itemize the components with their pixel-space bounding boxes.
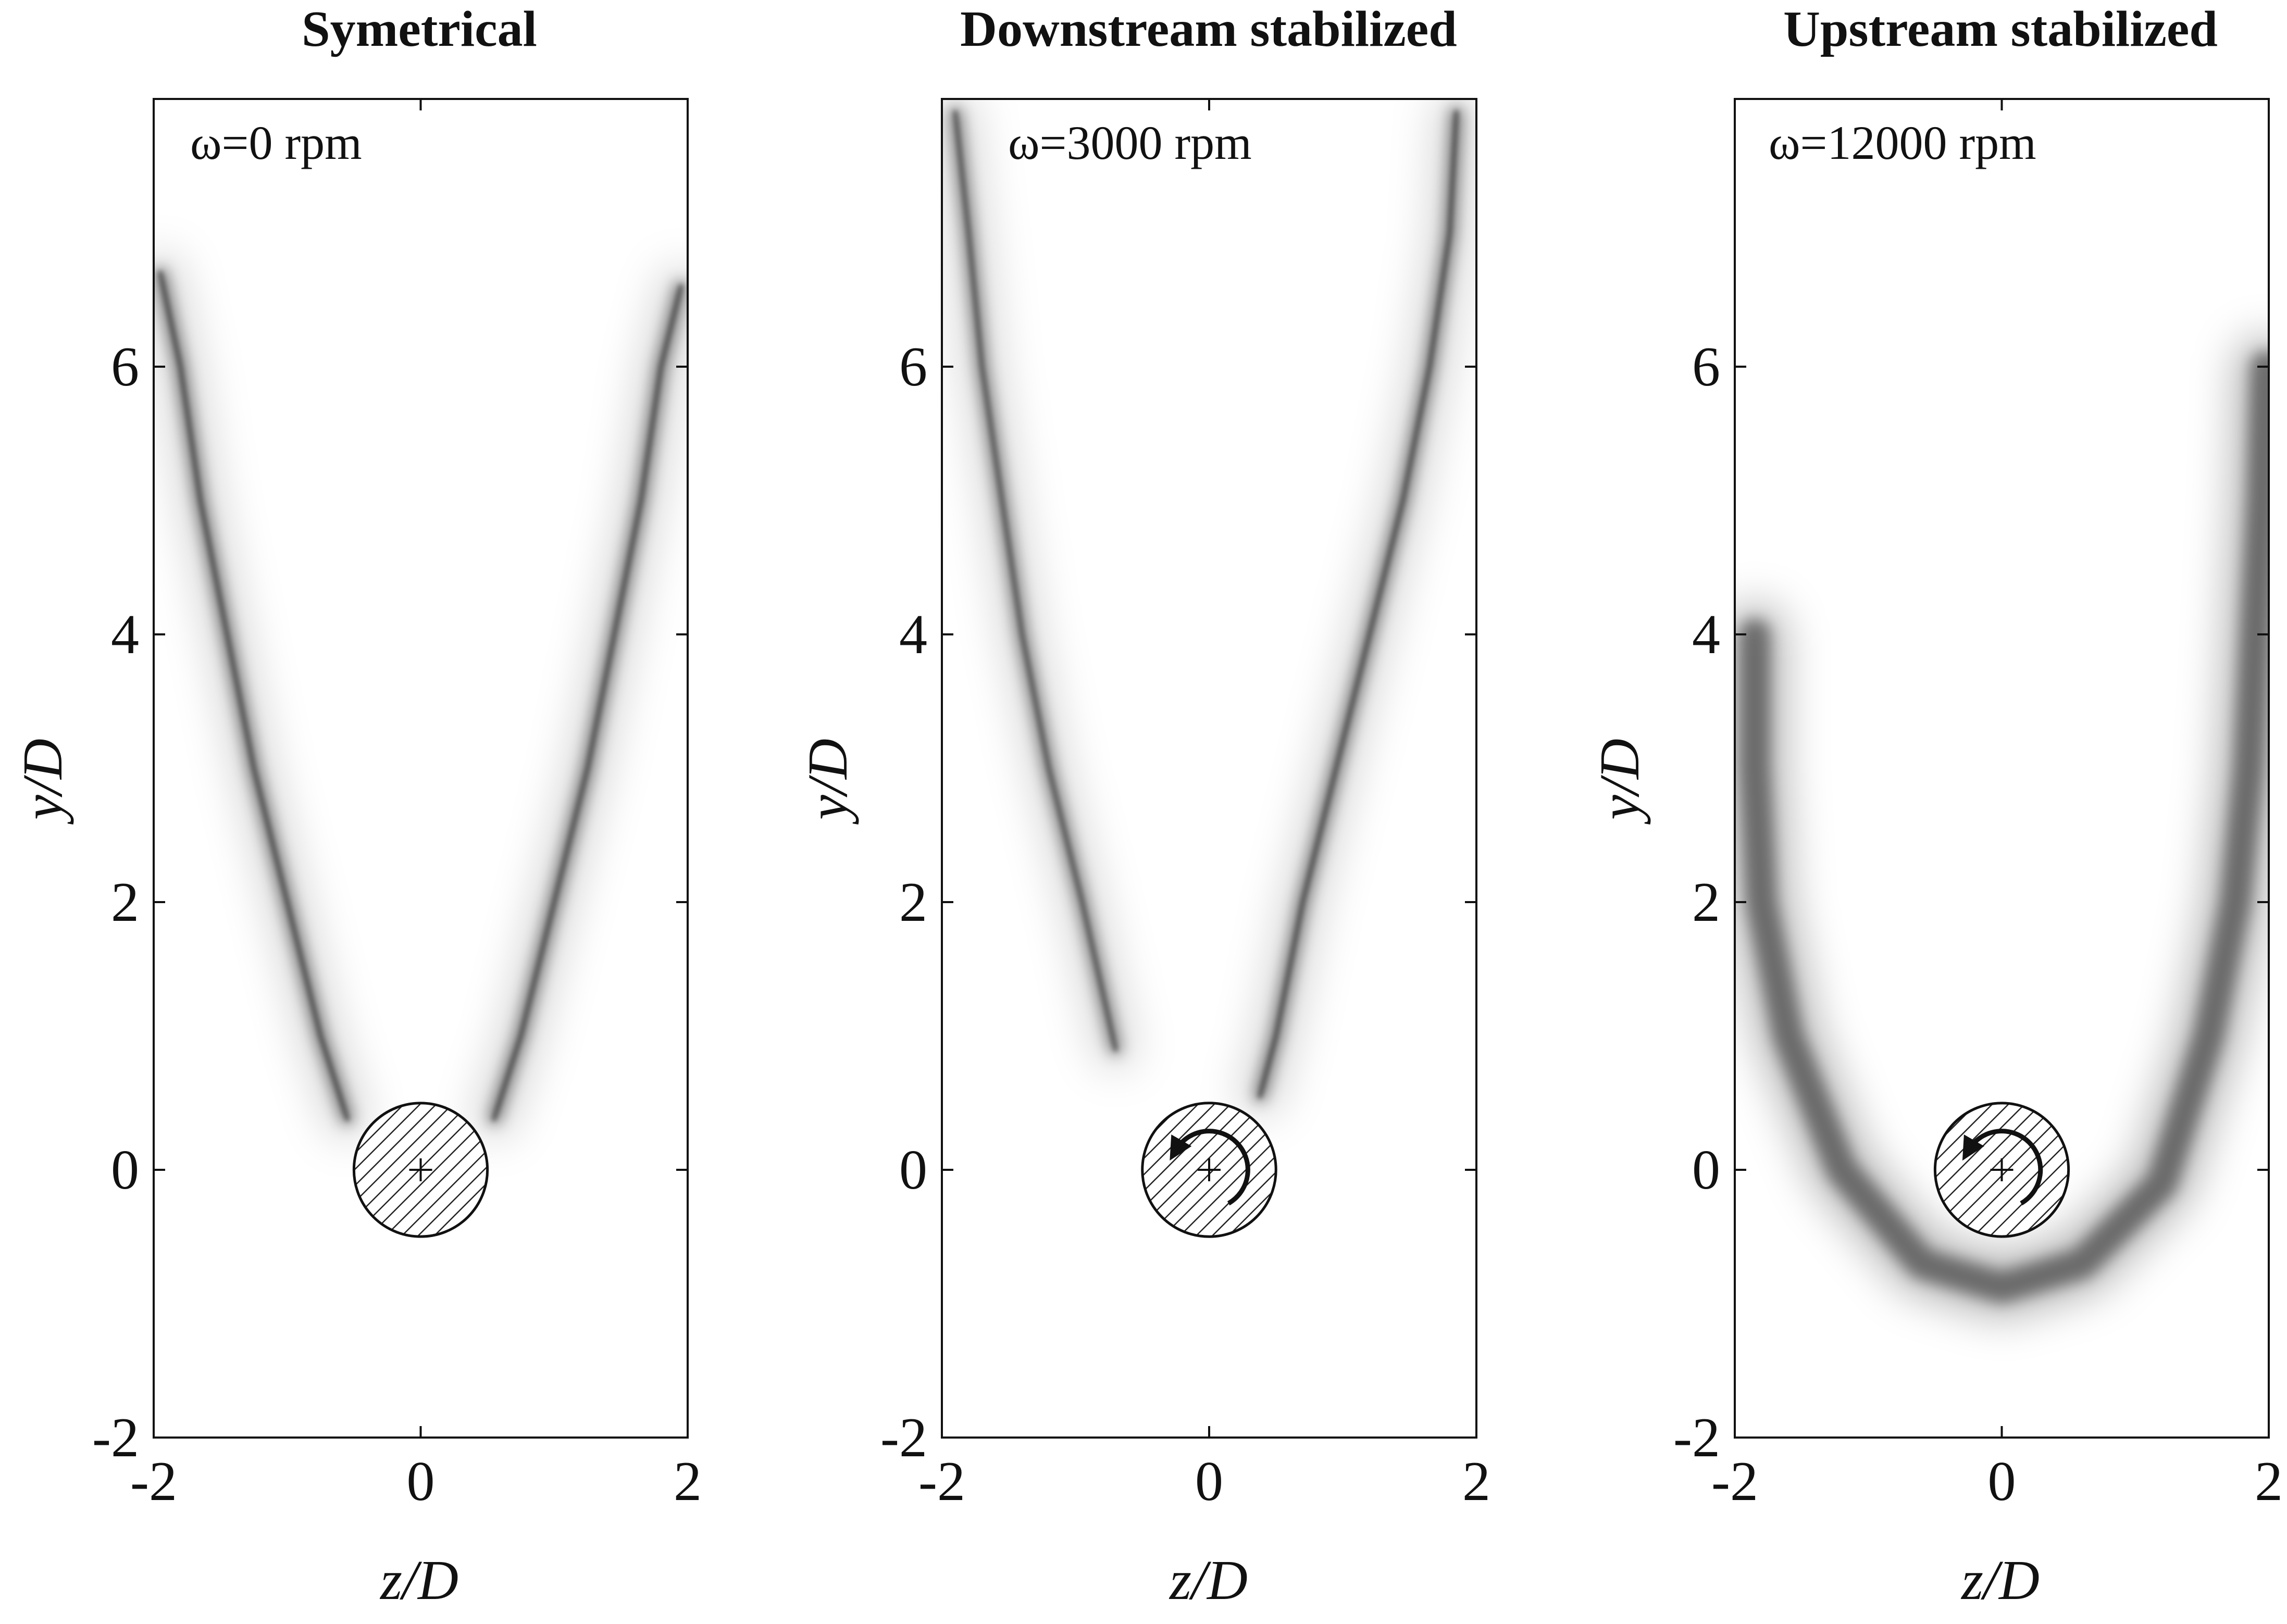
x-tick-label: 0 xyxy=(407,1451,435,1513)
panel-title: Downstream stabilized xyxy=(960,1,1457,57)
flame-field xyxy=(154,252,688,1140)
rpm-annotation: ω=0 rpm xyxy=(190,116,362,169)
plot-area: -2 0 2 -2 0 2 4 6 xyxy=(1673,98,2283,1513)
y-tick-label: 6 xyxy=(899,336,927,398)
x-tick-label: -2 xyxy=(130,1451,177,1513)
flame-core xyxy=(158,270,350,1121)
y-axis-label: y/D xyxy=(797,739,859,825)
flame-branch xyxy=(1739,351,2269,1304)
y-tick-label: -2 xyxy=(92,1407,139,1469)
y-tick-label: 6 xyxy=(1692,336,1720,398)
y-tick-label: -2 xyxy=(1673,1407,1720,1469)
panel-upstream-stabilized: Upstream stabilized -2 0 2 -2 0 2 4 6 ω=12000 r… xyxy=(1589,1,2283,1611)
y-tick-label: 2 xyxy=(111,871,139,933)
y-axis-label: y/D xyxy=(1589,739,1651,825)
rotation-arrow-icon xyxy=(1170,1129,1250,1206)
x-tick-label: 0 xyxy=(1195,1451,1223,1513)
plot-area: -2 0 2 -2 0 2 4 6 xyxy=(92,98,702,1513)
x-axis-label: z/D xyxy=(1960,1550,2040,1611)
plot-area: -2 0 2 -2 0 2 4 6 xyxy=(880,98,1490,1513)
panel-symetrical: Symetrical -2 0 2 -2 0 2 4 6 ω=0 rpm z/D y/D xyxy=(12,1,702,1611)
y-tick-label: 2 xyxy=(1692,871,1720,933)
y-tick-label: 2 xyxy=(899,871,927,933)
y-tick-label: 4 xyxy=(1692,604,1720,666)
y-tick-label: 0 xyxy=(899,1139,927,1201)
y-tick-label: 4 xyxy=(899,604,927,666)
y-tick-label: -2 xyxy=(880,1407,927,1469)
panel-downstream-stabilized: Downstream stabilized -2 0 2 -2 0 2 4 6 ω=3000 … xyxy=(797,1,1490,1611)
panel-title: Symetrical xyxy=(302,1,537,57)
y-tick-label: 6 xyxy=(111,336,139,398)
flame-core xyxy=(491,284,683,1121)
x-axis-label: z/D xyxy=(1169,1550,1248,1611)
flame-field xyxy=(1735,335,2269,1319)
flame-core xyxy=(953,110,1118,1052)
y-tick-label: 4 xyxy=(111,604,139,666)
x-tick-label: -2 xyxy=(918,1451,965,1513)
panel-title: Upstream stabilized xyxy=(1783,1,2218,57)
x-tick-label: 2 xyxy=(674,1451,702,1513)
x-tick-label: 2 xyxy=(2255,1451,2283,1513)
x-axis-label: z/D xyxy=(379,1550,458,1611)
rpm-annotation: ω=3000 rpm xyxy=(1008,116,1252,169)
rpm-annotation: ω=12000 rpm xyxy=(1769,116,2036,169)
rotation-arrow-icon xyxy=(1962,1129,2043,1206)
x-tick-label: 2 xyxy=(1462,1451,1490,1513)
y-tick-label: 0 xyxy=(1692,1139,1720,1201)
y-tick-label: 0 xyxy=(111,1139,139,1201)
flame-field xyxy=(942,99,1476,1117)
x-tick-label: -2 xyxy=(1711,1451,1758,1513)
y-axis-label: y/D xyxy=(12,739,74,825)
flame-core xyxy=(1258,110,1459,1099)
x-tick-label: 0 xyxy=(1988,1451,2016,1513)
